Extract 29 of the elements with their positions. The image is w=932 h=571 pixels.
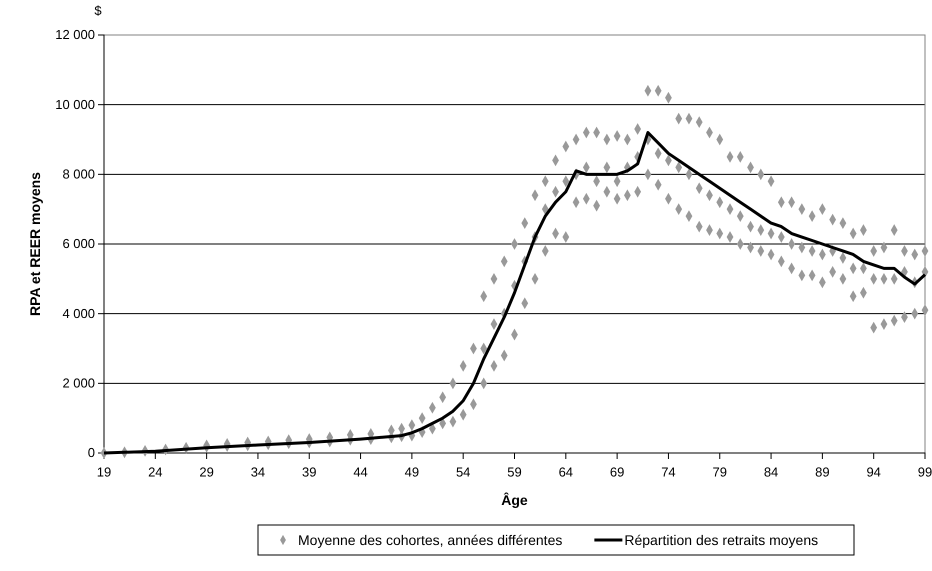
x-tick-label: 79 — [712, 464, 727, 480]
x-tick-label: 44 — [353, 464, 368, 480]
x-tick-label: 24 — [148, 464, 163, 480]
x-tick-label: 74 — [661, 464, 676, 480]
y-tick-label: 0 — [88, 445, 95, 460]
x-tick-label: 64 — [558, 464, 574, 480]
text: $ — [94, 3, 102, 18]
y-tick-label: 4 000 — [62, 306, 95, 321]
x-tick-label: 29 — [199, 464, 214, 480]
y-tick-label: 8 000 — [62, 166, 95, 182]
x-tick-label: 84 — [764, 464, 778, 480]
x-tick-label: 34 — [250, 464, 266, 480]
legend-label: Répartition des retraits moyens — [624, 532, 818, 548]
legend-label: Moyenne des cohortes, années différentes — [298, 532, 562, 548]
x-tick-label: 94 — [866, 464, 881, 480]
x-tick-label: 59 — [507, 464, 522, 480]
x-tick-label: 69 — [610, 464, 624, 480]
x-tick-label: 19 — [96, 464, 112, 480]
y-tick-label: 12 000 — [55, 27, 95, 42]
x-tick-label: 99 — [918, 464, 932, 480]
x-axis-title: Âge — [501, 492, 528, 508]
y-tick-label: 10 000 — [55, 96, 95, 112]
x-tick-label: 89 — [815, 464, 830, 480]
x-tick-label: 49 — [404, 464, 420, 480]
y-tick-label: 6 000 — [62, 236, 95, 252]
x-tick-label: 39 — [302, 464, 316, 480]
y-axis-title: RPA et REER moyens — [27, 172, 43, 316]
x-tick-label: 54 — [456, 464, 470, 480]
y-tick-label: 2 000 — [62, 375, 95, 390]
